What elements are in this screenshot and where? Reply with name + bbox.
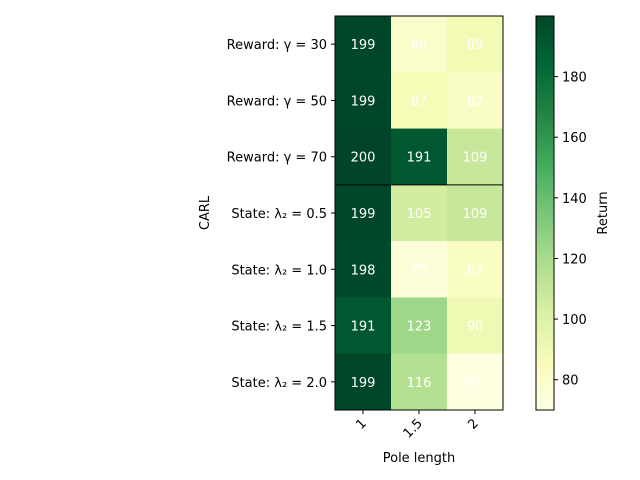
heatmap-cell — [447, 297, 504, 355]
heatmap-cell — [447, 241, 504, 298]
cell-value-label: 199 — [351, 38, 376, 53]
cell-value-label: 199 — [351, 207, 376, 222]
heatmap-cell — [391, 353, 448, 411]
plot-frame — [334, 15, 504, 411]
y-tick-label: State: λ₂ = 0.5 — [231, 207, 327, 222]
cell-value-labels: 199 80 89 199 87 82 200 191 109 199 105 109 198 75 83 1… — [351, 38, 488, 391]
y-tick-label: State: λ₂ = 1.0 — [231, 263, 327, 278]
heatmap-cell — [335, 16, 392, 73]
x-axis-title: Pole length — [383, 451, 456, 466]
cell-value-label: 83 — [467, 263, 484, 278]
x-axis-ticks: 1 1.5 2 — [353, 410, 482, 441]
heatmap-cell — [391, 72, 448, 130]
cell-value-label: 89 — [467, 38, 484, 53]
y-axis-title: CARL — [198, 195, 213, 230]
heatmap-cell — [391, 241, 448, 298]
colorbar-tick-label: 180 — [562, 71, 587, 86]
colorbar-tick-label: 120 — [562, 252, 587, 267]
cell-value-label: 71 — [467, 376, 484, 391]
y-axis-ticks: Reward: γ = 30 Reward: γ = 50 Reward: γ = … — [227, 38, 335, 391]
colorbar-tick-label: 80 — [562, 374, 579, 389]
heatmap-cells — [335, 16, 504, 411]
y-tick-label: State: λ₂ = 1.5 — [231, 320, 327, 335]
cell-value-label: 116 — [407, 376, 432, 391]
cell-value-label: 198 — [351, 263, 376, 278]
y-tick-label: Reward: γ = 70 — [227, 151, 327, 166]
heatmap-cell — [335, 241, 392, 298]
cell-value-label: 199 — [351, 376, 376, 391]
heatmap-cell — [391, 297, 448, 355]
heatmap-cell — [335, 72, 392, 130]
cell-value-label: 191 — [351, 320, 376, 335]
heatmap-cell — [447, 128, 504, 186]
colorbar-tick-label: 160 — [562, 131, 587, 146]
cell-value-label: 200 — [351, 151, 376, 166]
colorbar-ticks: 80 100 120 140 160 180 — [554, 71, 587, 389]
heatmap-cell — [447, 184, 504, 242]
cell-value-label: 90 — [467, 320, 484, 335]
x-tick-label: 1.5 — [401, 416, 426, 441]
cell-value-label: 87 — [411, 94, 428, 109]
cell-value-label: 109 — [463, 151, 488, 166]
cell-value-label: 123 — [407, 320, 432, 335]
heatmap-cell — [447, 16, 504, 73]
y-tick-label: Reward: γ = 30 — [227, 38, 327, 53]
cell-value-label: 105 — [407, 207, 432, 222]
colorbar-tick-label: 140 — [562, 192, 587, 207]
x-tick-label: 1 — [353, 416, 369, 432]
y-tick-label: State: λ₂ = 2.0 — [231, 376, 327, 391]
cell-value-label: 109 — [463, 207, 488, 222]
cell-value-label: 75 — [411, 263, 428, 278]
colorbar-title: Return — [596, 191, 611, 234]
heatmap-cell — [335, 353, 392, 411]
cell-value-label: 82 — [467, 94, 484, 109]
heatmap-cell — [335, 297, 392, 355]
cell-value-label: 191 — [407, 151, 432, 166]
cell-value-label: 80 — [411, 38, 428, 53]
colorbar-tick-label: 100 — [562, 313, 587, 328]
heatmap-cell — [447, 72, 504, 130]
heatmap-cell — [335, 184, 392, 242]
x-tick-label: 2 — [465, 416, 481, 432]
cell-value-label: 199 — [351, 94, 376, 109]
heatmap-cell — [391, 184, 448, 242]
colorbar — [535, 15, 555, 411]
heatmap-cell — [391, 128, 448, 186]
heatmap-cell — [447, 353, 504, 411]
heatmap-cell — [335, 128, 392, 186]
y-tick-label: Reward: γ = 50 — [227, 94, 327, 109]
heatmap-cell — [391, 16, 448, 73]
